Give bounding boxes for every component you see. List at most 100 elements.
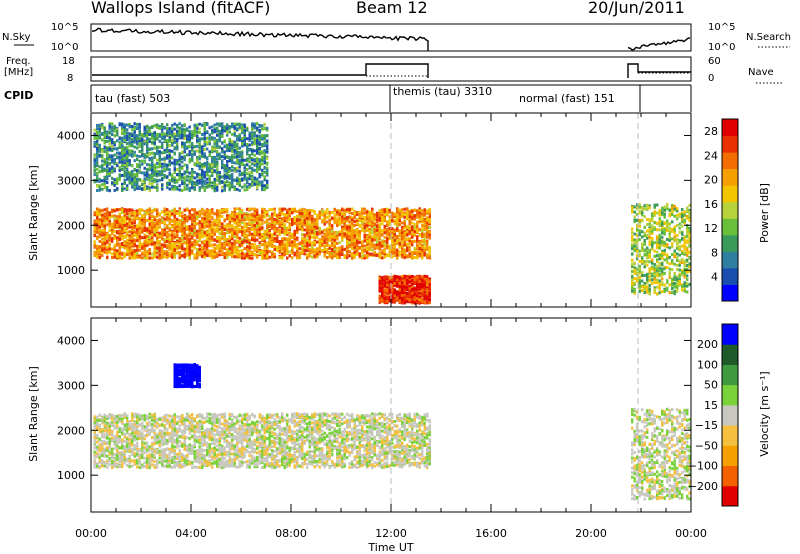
echo-cell [106, 219, 109, 223]
echo-cell [118, 219, 121, 223]
echo-cell [326, 208, 329, 212]
echo-cell [251, 228, 254, 231]
echo-cell [323, 210, 326, 214]
nave-trace [366, 72, 691, 77]
echo-cell [371, 217, 374, 221]
echo-cell [278, 243, 281, 247]
echo-cell [296, 214, 299, 218]
echo-cell [163, 240, 166, 244]
echo-cell [206, 209, 209, 213]
echo-cell [108, 244, 111, 248]
echo-cell [151, 228, 154, 232]
echo-cell [381, 211, 384, 215]
echo-cell [341, 253, 344, 257]
echo-cell [396, 235, 399, 238]
echo-cell [408, 245, 411, 249]
echo-cell [168, 212, 171, 216]
echo-cell [311, 241, 314, 245]
echo-cell [131, 185, 134, 189]
echo-cell [98, 184, 101, 188]
echo-cell [418, 233, 421, 237]
echo-cell [331, 253, 334, 257]
echo-cell [423, 242, 426, 246]
echo-cell [391, 219, 394, 223]
echo-cell [321, 236, 324, 240]
echo-cell [158, 145, 161, 149]
echo-cell [198, 214, 201, 218]
echo-cell [333, 253, 336, 256]
echo-cell [128, 171, 131, 174]
echo-cell [413, 249, 416, 253]
echo-cell [136, 251, 139, 255]
echo-cell [166, 240, 169, 243]
echo-cell [133, 150, 136, 154]
echo-cell [426, 232, 429, 236]
echo-cell [348, 254, 351, 258]
echo-cell [221, 234, 224, 238]
echo-cell [378, 240, 381, 244]
echo-cell [426, 245, 429, 249]
echo-cell [111, 232, 114, 236]
echo-cell [336, 209, 339, 213]
echo-cell [411, 232, 414, 236]
echo-cell [193, 224, 196, 227]
echo-cell [308, 233, 311, 237]
echo-cell [141, 142, 144, 146]
echo-cell [146, 234, 149, 238]
echo-cell [326, 243, 329, 247]
echo-cell [268, 237, 271, 241]
echo-cell [138, 159, 141, 163]
echo-cell [218, 236, 221, 240]
echo-cell [138, 137, 141, 141]
echo-cell [138, 237, 141, 241]
echo-cell [251, 223, 254, 227]
echo-cell [123, 132, 126, 136]
echo-cell [273, 213, 276, 217]
echo-cell [346, 240, 349, 244]
echo-cell [226, 252, 229, 256]
echo-cell [226, 238, 229, 242]
echo-cell [346, 227, 349, 231]
echo-cell [241, 211, 244, 214]
echo-cell [128, 132, 131, 136]
echo-cell [148, 158, 151, 162]
echo-cell [93, 211, 96, 215]
echo-cell [206, 247, 209, 251]
echo-cell [308, 216, 311, 220]
echo-cell [241, 238, 244, 242]
echo-cell [123, 123, 126, 127]
echo-cell [111, 230, 114, 234]
echo-cell [148, 129, 151, 133]
echo-cell [313, 209, 316, 213]
echo-cell [188, 246, 191, 250]
echo-cell [153, 178, 156, 182]
echo-cell [421, 251, 424, 255]
echo-cell [313, 241, 316, 244]
echo-cell [176, 212, 179, 215]
echo-cell [141, 171, 144, 175]
echo-cell [106, 151, 109, 154]
echo-cell [288, 254, 291, 258]
echo-cell [221, 246, 224, 250]
echo-cell [168, 233, 171, 237]
echo-cell [98, 255, 101, 259]
echo-cell [126, 160, 129, 164]
echo-cell [113, 222, 116, 225]
echo-cell [146, 141, 149, 145]
echo-cell [256, 231, 259, 235]
echo-cell [208, 244, 211, 248]
echo-cell [93, 250, 96, 254]
echo-cell [228, 242, 231, 246]
echo-cell [126, 231, 129, 235]
echo-cell [378, 212, 381, 216]
echo-cell [158, 240, 161, 243]
echo-cell [146, 137, 149, 141]
echo-cell [221, 232, 224, 236]
echo-cell [263, 211, 266, 215]
echo-cell [96, 219, 99, 223]
echo-cell [191, 208, 194, 212]
echo-cell [186, 248, 189, 252]
echo-cell [343, 254, 346, 258]
echo-cell [153, 208, 156, 212]
echo-cell [398, 229, 401, 233]
